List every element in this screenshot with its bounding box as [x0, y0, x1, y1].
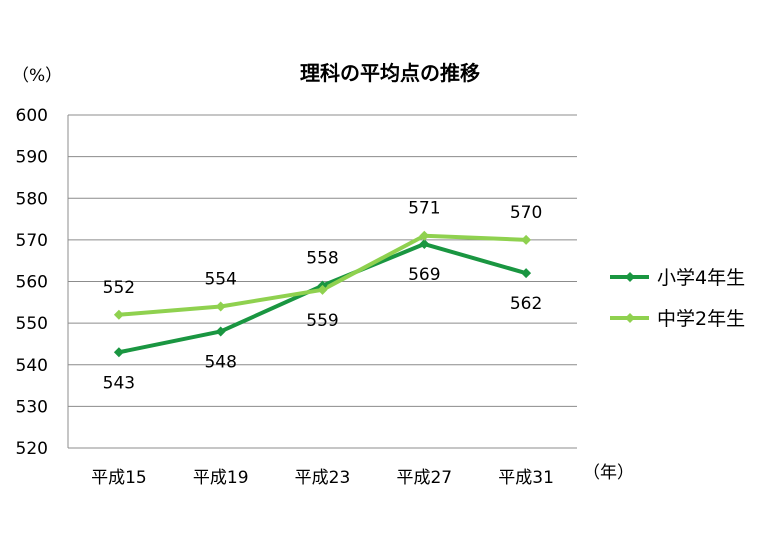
y-tick-label: 540	[16, 356, 48, 376]
data-label: 558	[306, 249, 338, 269]
x-tick-label: 平成27	[396, 468, 452, 488]
data-label: 569	[408, 265, 440, 285]
data-label: 562	[510, 294, 542, 314]
legend-label: 中学2年生	[657, 308, 745, 330]
series-lines	[113, 230, 532, 358]
y-tick-label: 570	[16, 231, 48, 251]
data-point-marker	[419, 239, 430, 250]
data-label: 559	[306, 311, 338, 331]
data-point-marker	[113, 309, 124, 320]
data-label: 548	[204, 352, 236, 372]
y-tick-label: 520	[16, 439, 48, 459]
data-label: 552	[103, 278, 135, 298]
data-point-marker	[215, 301, 226, 312]
data-point-marker	[521, 268, 532, 279]
data-point-marker	[317, 284, 328, 295]
axes: 520 530 540 550 560 570 580 590 600 平成15 平成19 平成23 平…	[16, 106, 554, 488]
data-point-marker	[521, 234, 532, 245]
data-point-marker	[419, 230, 430, 241]
data-label: 543	[103, 373, 135, 393]
legend-swatch-marker	[625, 313, 635, 323]
y-tick-label: 530	[16, 397, 48, 417]
x-tick-label: 平成19	[193, 468, 249, 488]
data-labels: 543 548 558 569 562 552 554 559 571 570	[103, 199, 543, 394]
x-tick-label: 平成31	[498, 468, 554, 488]
legend-swatch-marker	[625, 272, 635, 282]
y-tick-label: 590	[16, 148, 48, 168]
data-label: 570	[510, 203, 542, 223]
x-tick-label: 平成15	[91, 468, 147, 488]
data-label: 554	[204, 269, 236, 289]
series-line-2	[116, 233, 529, 317]
x-axis-unit: （年）	[583, 463, 634, 483]
data-point-marker	[113, 347, 124, 358]
x-tick-label: 平成23	[295, 468, 351, 488]
legend-label: 小学4年生	[657, 267, 745, 289]
chart-title: 理科の平均点の推移	[300, 61, 480, 85]
y-axis-unit: （%）	[12, 66, 62, 86]
data-label: 571	[408, 199, 440, 219]
y-tick-label: 560	[16, 273, 48, 293]
data-point-marker	[215, 326, 226, 337]
y-tick-label: 600	[16, 106, 48, 126]
y-tick-label: 580	[16, 189, 48, 209]
y-tick-label: 550	[16, 314, 48, 334]
